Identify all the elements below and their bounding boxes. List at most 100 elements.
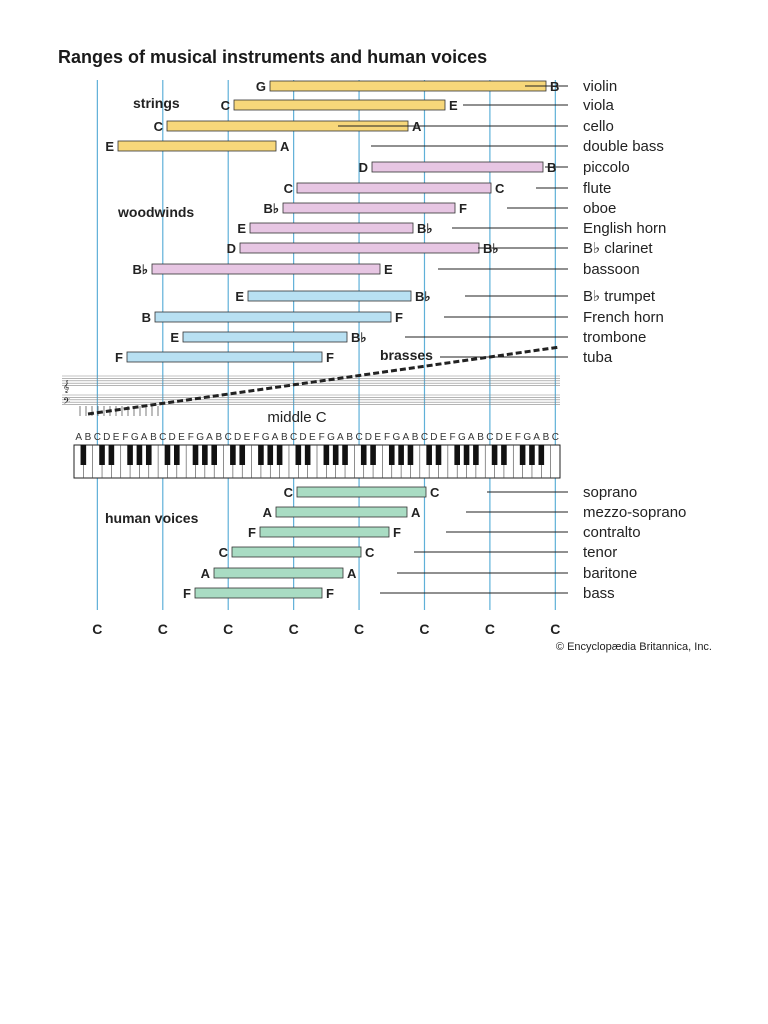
instrument-name: flute bbox=[583, 180, 611, 197]
c-marker-label: C bbox=[289, 621, 299, 637]
instrument-name: B♭ trumpet bbox=[583, 288, 656, 305]
key-letter: G bbox=[393, 432, 401, 443]
key-letter: B bbox=[85, 432, 92, 443]
key-letter: G bbox=[196, 432, 204, 443]
black-key bbox=[108, 445, 115, 465]
key-letter: A bbox=[272, 432, 279, 443]
key-letter: F bbox=[253, 432, 259, 443]
range-high-note: C bbox=[365, 545, 375, 560]
page-title: Ranges of musical instruments and human … bbox=[58, 47, 488, 67]
key-letter: E bbox=[244, 432, 251, 443]
range-bar-flute bbox=[296, 182, 492, 194]
instrument-name: mezzo-soprano bbox=[583, 504, 686, 521]
black-key bbox=[202, 445, 208, 465]
range-bar-piccolo bbox=[371, 161, 544, 173]
range-low-note: C bbox=[154, 119, 164, 134]
key-letter: D bbox=[430, 432, 437, 443]
black-key bbox=[519, 445, 526, 465]
range-bar-bass bbox=[194, 587, 323, 599]
key-letter: F bbox=[515, 432, 521, 443]
black-key bbox=[136, 445, 143, 465]
key-letter: B bbox=[216, 432, 223, 443]
key-letter: G bbox=[458, 432, 466, 443]
instrument-name: B♭ clarinet bbox=[583, 240, 653, 257]
range-low-note: B♭ bbox=[263, 201, 279, 216]
key-letter: A bbox=[206, 432, 213, 443]
instrument-name: tuba bbox=[583, 349, 613, 366]
range-low-note: E bbox=[235, 289, 244, 304]
range-low-note: B♭ bbox=[132, 262, 148, 277]
black-key bbox=[304, 445, 311, 465]
black-key bbox=[529, 445, 535, 465]
instrument-name: contralto bbox=[583, 524, 641, 541]
range-high-note: F bbox=[326, 586, 334, 601]
range-low-note: C bbox=[221, 98, 231, 113]
range-bar-oboe bbox=[282, 202, 456, 214]
key-letter: C bbox=[290, 432, 297, 443]
range-high-note: B♭ bbox=[351, 330, 367, 345]
key-letter: E bbox=[113, 432, 120, 443]
range-low-note: C bbox=[284, 485, 294, 500]
key-letter: A bbox=[337, 432, 344, 443]
range-bar-trombone bbox=[182, 331, 348, 343]
key-letter: B bbox=[281, 432, 288, 443]
range-low-note: E bbox=[237, 221, 246, 236]
range-bar-tuba bbox=[126, 351, 323, 363]
credit-line: © Encyclopædia Britannica, Inc. bbox=[556, 641, 712, 653]
c-marker-label: C bbox=[485, 621, 495, 637]
instrument-name: soprano bbox=[583, 484, 637, 501]
instrument-name: tenor bbox=[583, 544, 617, 561]
instrument-name: bass bbox=[583, 585, 615, 602]
black-key bbox=[538, 445, 545, 465]
black-key bbox=[426, 445, 432, 465]
black-key bbox=[258, 445, 264, 465]
black-key bbox=[435, 445, 442, 465]
range-high-note: F bbox=[395, 310, 403, 325]
black-key bbox=[211, 445, 217, 465]
black-key bbox=[491, 445, 498, 465]
group-label-brasses: brasses bbox=[380, 347, 433, 363]
range-bar-frenchhorn bbox=[154, 311, 392, 323]
black-key bbox=[145, 445, 152, 465]
key-letter: C bbox=[94, 432, 101, 443]
c-marker-label: C bbox=[92, 621, 102, 637]
key-letter: C bbox=[486, 432, 493, 443]
range-bar-btrumpet bbox=[247, 290, 412, 302]
key-letter: B bbox=[346, 432, 353, 443]
key-letter: B bbox=[412, 432, 419, 443]
range-high-note: F bbox=[393, 525, 401, 540]
c-marker-label: C bbox=[550, 621, 560, 637]
range-low-note: D bbox=[359, 160, 368, 175]
black-key bbox=[80, 445, 87, 465]
range-bar-soprano bbox=[296, 486, 427, 498]
key-letter: D bbox=[169, 432, 176, 443]
key-letter: G bbox=[523, 432, 531, 443]
key-letter: E bbox=[374, 432, 381, 443]
range-low-note: F bbox=[115, 350, 123, 365]
range-high-note: F bbox=[459, 201, 467, 216]
range-high-note: F bbox=[326, 350, 334, 365]
range-high-note: E bbox=[449, 98, 458, 113]
black-key bbox=[99, 445, 105, 465]
range-low-note: D bbox=[227, 241, 236, 256]
range-low-note: B bbox=[142, 310, 151, 325]
range-low-note: A bbox=[263, 505, 273, 520]
black-key bbox=[332, 445, 339, 465]
instrument-name: French horn bbox=[583, 309, 664, 326]
range-bar-doublebass bbox=[117, 140, 277, 152]
black-key bbox=[295, 445, 302, 465]
key-letter: F bbox=[384, 432, 390, 443]
black-key bbox=[239, 445, 246, 465]
key-letter: D bbox=[365, 432, 372, 443]
middle-c-label: middle C bbox=[267, 409, 326, 426]
black-key bbox=[454, 445, 460, 465]
black-key bbox=[360, 445, 367, 465]
group-label-strings: strings bbox=[133, 95, 180, 111]
key-letter: E bbox=[309, 432, 316, 443]
instrument-name: piccolo bbox=[583, 159, 630, 176]
range-bar-violin bbox=[269, 80, 547, 92]
key-letter: C bbox=[159, 432, 166, 443]
instrument-name: violin bbox=[583, 78, 617, 95]
range-low-note: C bbox=[284, 181, 294, 196]
